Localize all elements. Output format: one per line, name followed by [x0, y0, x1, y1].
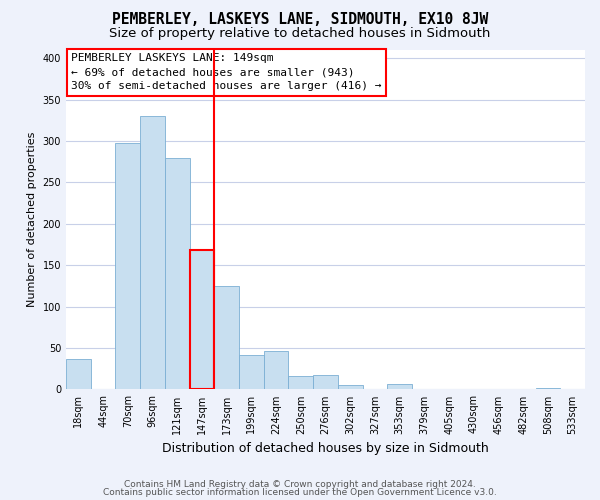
Bar — [140, 116, 165, 390]
Text: PEMBERLEY, LASKEYS LANE, SIDMOUTH, EX10 8JW: PEMBERLEY, LASKEYS LANE, SIDMOUTH, EX10 … — [112, 12, 488, 28]
Bar — [338, 386, 362, 390]
Bar — [313, 376, 338, 390]
Text: PEMBERLEY LASKEYS LANE: 149sqm
← 69% of detached houses are smaller (943)
30% of: PEMBERLEY LASKEYS LANE: 149sqm ← 69% of … — [71, 54, 382, 92]
Bar — [214, 286, 239, 390]
Bar — [289, 376, 313, 390]
Bar — [264, 352, 289, 390]
Bar — [239, 354, 264, 390]
Bar — [190, 250, 214, 390]
Text: Contains public sector information licensed under the Open Government Licence v3: Contains public sector information licen… — [103, 488, 497, 497]
Bar — [165, 158, 190, 390]
Y-axis label: Number of detached properties: Number of detached properties — [27, 132, 37, 308]
Bar — [66, 359, 91, 390]
Text: Size of property relative to detached houses in Sidmouth: Size of property relative to detached ho… — [109, 28, 491, 40]
Bar — [536, 388, 560, 390]
Bar — [388, 384, 412, 390]
Bar — [115, 142, 140, 390]
X-axis label: Distribution of detached houses by size in Sidmouth: Distribution of detached houses by size … — [162, 442, 489, 455]
Text: Contains HM Land Registry data © Crown copyright and database right 2024.: Contains HM Land Registry data © Crown c… — [124, 480, 476, 489]
